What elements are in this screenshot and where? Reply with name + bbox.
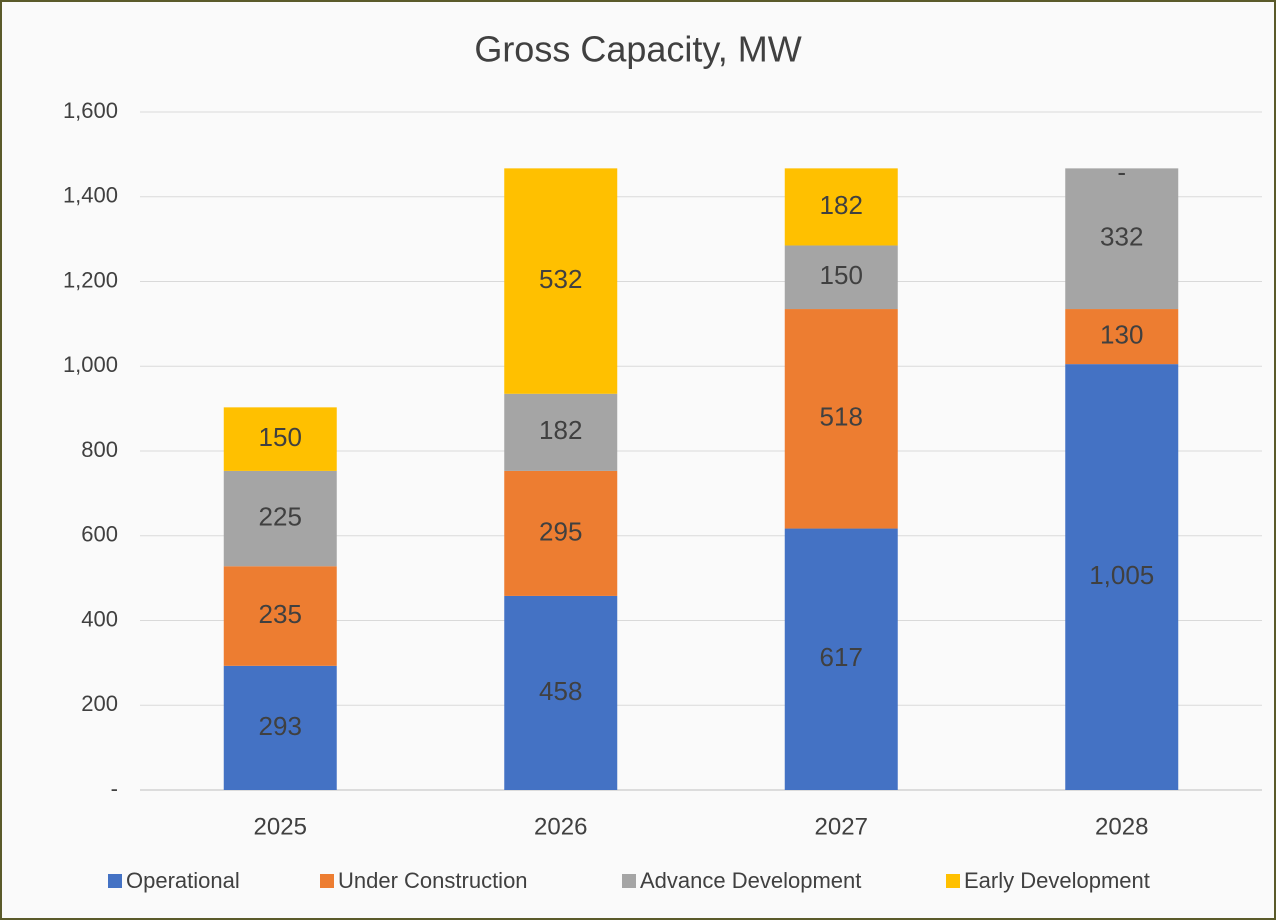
legend-swatch	[320, 874, 334, 888]
data-label: 150	[820, 260, 863, 290]
x-tick-label: 2027	[815, 813, 868, 840]
bar-segment	[504, 595, 618, 790]
data-label: 617	[820, 642, 863, 672]
data-label: 332	[1100, 222, 1143, 252]
data-label: 182	[539, 415, 582, 445]
bar-segment	[1065, 309, 1179, 365]
y-tick-label: 1,600	[63, 98, 118, 123]
data-label: 295	[539, 516, 582, 546]
y-tick-label: 1,400	[63, 183, 118, 208]
y-tick-label: 200	[81, 691, 118, 716]
bar-segment	[1065, 364, 1179, 790]
y-tick-label: 1,200	[63, 267, 118, 292]
chart-title: Gross Capacity, MW	[474, 29, 801, 70]
bar-segment	[784, 245, 898, 310]
y-tick-label: 600	[81, 522, 118, 547]
data-label: 1,005	[1089, 560, 1154, 590]
bar-segment	[504, 470, 618, 596]
bar-segment	[223, 566, 337, 666]
data-label: 130	[1100, 319, 1143, 349]
data-label: 293	[259, 711, 302, 741]
data-label: -	[1117, 157, 1126, 187]
bar-segment	[1065, 168, 1179, 310]
bar-segment	[223, 407, 337, 471]
bar-segment	[504, 168, 618, 394]
data-label: 225	[259, 501, 302, 531]
legend-swatch	[622, 874, 636, 888]
data-label: 458	[539, 676, 582, 706]
legend-label: Under Construction	[338, 868, 528, 893]
x-tick-label: 2028	[1095, 813, 1148, 840]
legend-label: Early Development	[964, 868, 1150, 893]
bar-segment	[784, 528, 898, 790]
y-tick-label: 400	[81, 606, 118, 631]
bar-segment	[784, 168, 898, 246]
data-label: 150	[259, 422, 302, 452]
data-label: 532	[539, 264, 582, 294]
y-tick-label: 800	[81, 437, 118, 462]
bar-segment	[223, 470, 337, 567]
y-tick-label: 1,000	[63, 352, 118, 377]
legend-swatch	[108, 874, 122, 888]
x-tick-label: 2025	[254, 813, 307, 840]
bar-segment	[784, 309, 898, 529]
legend-label: Operational	[126, 868, 240, 893]
bar-segment	[504, 393, 618, 471]
x-tick-label: 2026	[534, 813, 587, 840]
legend-label: Advance Development	[640, 868, 861, 893]
y-tick-label: -	[111, 776, 118, 801]
data-label: 235	[259, 599, 302, 629]
legend-swatch	[946, 874, 960, 888]
data-label: 518	[820, 402, 863, 432]
bar-segment	[223, 665, 337, 790]
data-label: 182	[820, 190, 863, 220]
